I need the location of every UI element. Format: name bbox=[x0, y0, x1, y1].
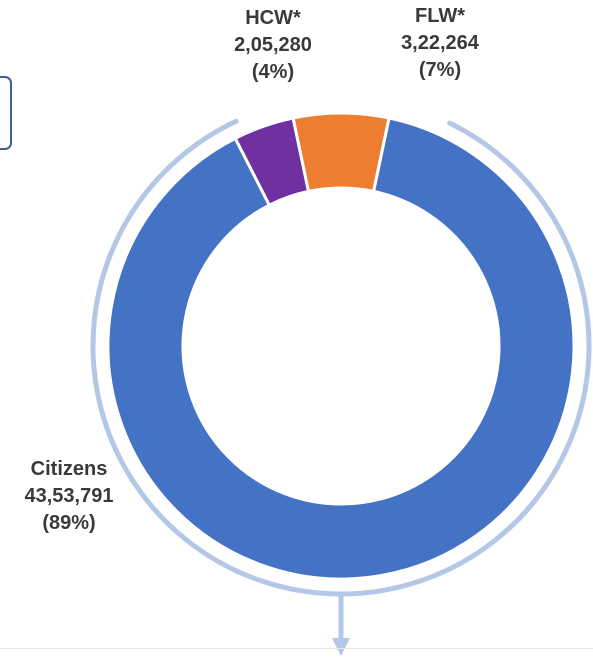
arrow-head bbox=[332, 638, 350, 656]
slice-name-citizens: Citizens bbox=[30, 458, 108, 480]
slice-percent-flw: (7%) bbox=[418, 59, 462, 81]
slice-percent-citizens: (89%) bbox=[42, 512, 96, 534]
slice-label-flw: FLW* 3,22,264 (7%) bbox=[380, 3, 500, 84]
donut-slice-citizens bbox=[106, 116, 576, 581]
slice-name-hcw: HCW* bbox=[245, 7, 301, 29]
slice-label-hcw: HCW* 2,05,280 (4%) bbox=[213, 5, 333, 86]
outer-arc-left bbox=[90, 118, 344, 597]
bottom-divider bbox=[0, 648, 593, 649]
slice-percent-hcw: (4%) bbox=[251, 61, 295, 83]
slice-name-flw: FLW* bbox=[415, 5, 465, 27]
slice-label-citizens: Citizens 43,53,791 (89%) bbox=[4, 456, 134, 537]
outer-arc-decoration bbox=[90, 118, 592, 656]
slice-value-flw: 3,22,264 bbox=[401, 32, 479, 54]
donut-slices bbox=[106, 111, 576, 581]
outer-arc-right bbox=[338, 120, 592, 597]
callout-box-fragment bbox=[0, 76, 12, 150]
slice-value-citizens: 43,53,791 bbox=[24, 485, 114, 507]
slice-value-hcw: 2,05,280 bbox=[234, 34, 312, 56]
